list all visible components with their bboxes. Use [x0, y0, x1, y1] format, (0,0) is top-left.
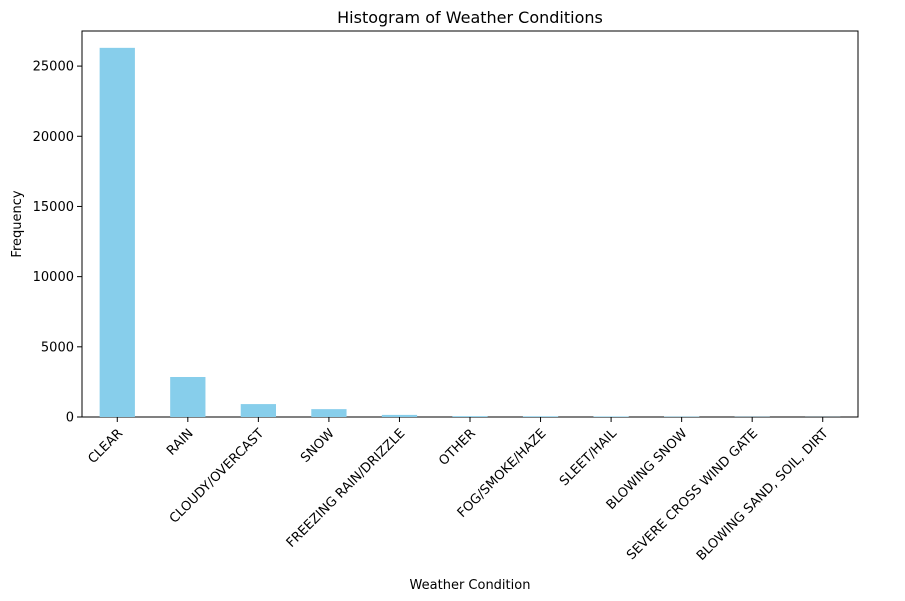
- y-tick-label: 25000: [33, 60, 74, 75]
- x-tick-label: RAIN: [164, 426, 197, 459]
- x-tick-label: SEVERE CROSS WIND GATE: [624, 426, 761, 563]
- y-axis: 0 5000 10000 15000 20000 25000: [33, 60, 82, 426]
- x-tick-label: SNOW: [298, 426, 338, 466]
- bar: [593, 416, 629, 417]
- bar: [522, 416, 559, 417]
- x-tick-label: BLOWING SAND, SOIL, DIRT: [694, 426, 832, 564]
- y-axis-label: Frequency: [10, 190, 25, 257]
- x-tick-label: SLEET/HAIL: [557, 426, 620, 489]
- y-tick-label: 20000: [33, 130, 74, 145]
- y-tick-label: 0: [66, 411, 74, 426]
- x-tick-label: CLEAR: [85, 426, 126, 467]
- x-tick-label: OTHER: [436, 426, 479, 469]
- y-tick-label: 5000: [41, 340, 74, 355]
- x-tick-label: FREEZING RAIN/DRIZZLE: [284, 426, 409, 551]
- bar: [240, 404, 276, 417]
- bar: [452, 416, 488, 417]
- y-tick-label: 15000: [33, 200, 74, 215]
- chart-title: Histogram of Weather Conditions: [337, 8, 603, 27]
- bars: [99, 47, 841, 418]
- bar: [170, 376, 206, 417]
- plot-area: [81, 30, 859, 418]
- y-tick-label: 10000: [33, 270, 74, 285]
- bar: [311, 409, 347, 417]
- bar: [99, 47, 135, 418]
- bar: [381, 414, 418, 417]
- x-axis-label: Weather Condition: [410, 578, 531, 593]
